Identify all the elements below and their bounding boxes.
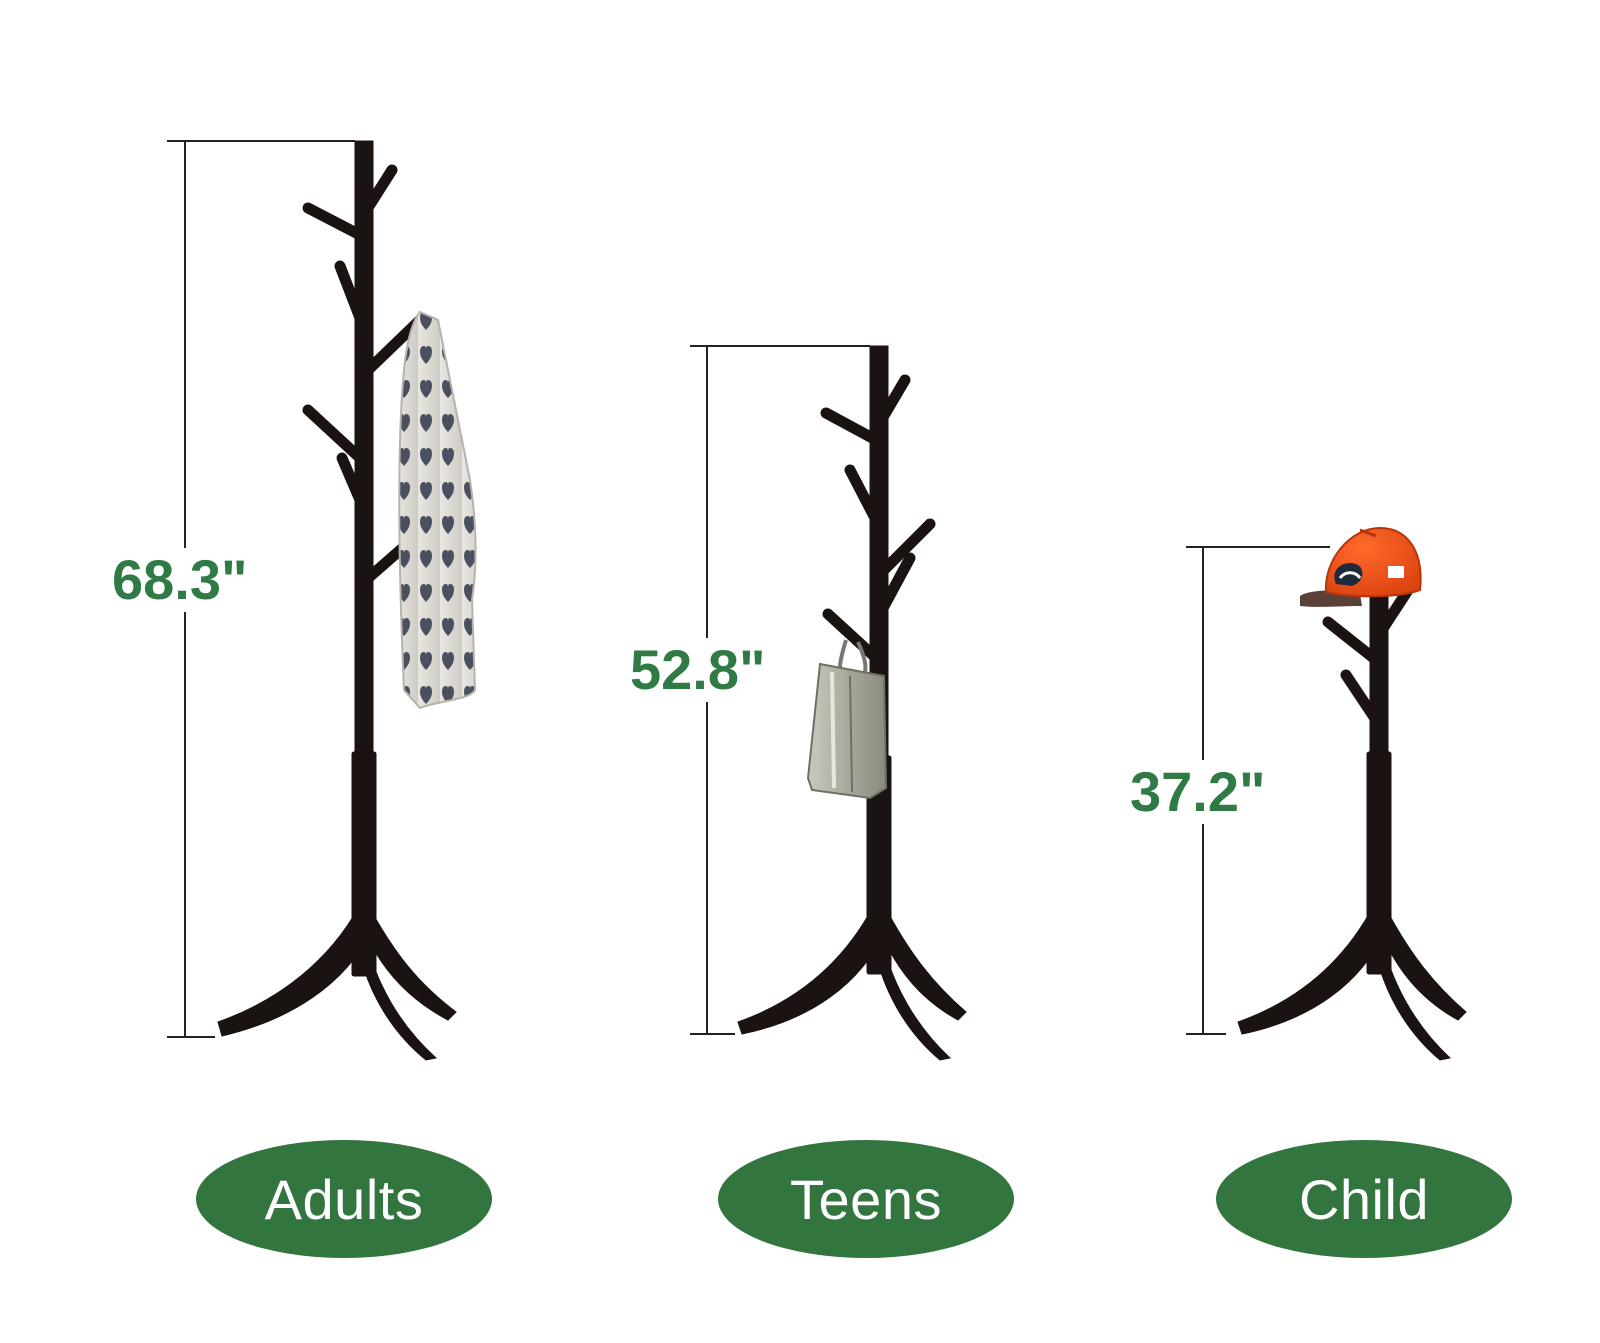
stand-teens	[690, 345, 967, 1061]
height-label-child: 37.2"	[1130, 760, 1266, 824]
age-group-pill-teens: Teens	[718, 1140, 1014, 1258]
height-label-adults: 68.3"	[112, 548, 248, 612]
stand-child	[1186, 526, 1467, 1061]
age-group-pill-child: Child	[1216, 1140, 1512, 1258]
stand-adults	[167, 140, 477, 1061]
age-group-pill-adults: Adults	[196, 1140, 492, 1258]
height-label-teens: 52.8"	[630, 638, 766, 702]
scarf-hung-item	[398, 310, 477, 710]
tote-bag-hung-item	[806, 639, 888, 800]
baseball-cap-hung-item	[1300, 526, 1422, 607]
